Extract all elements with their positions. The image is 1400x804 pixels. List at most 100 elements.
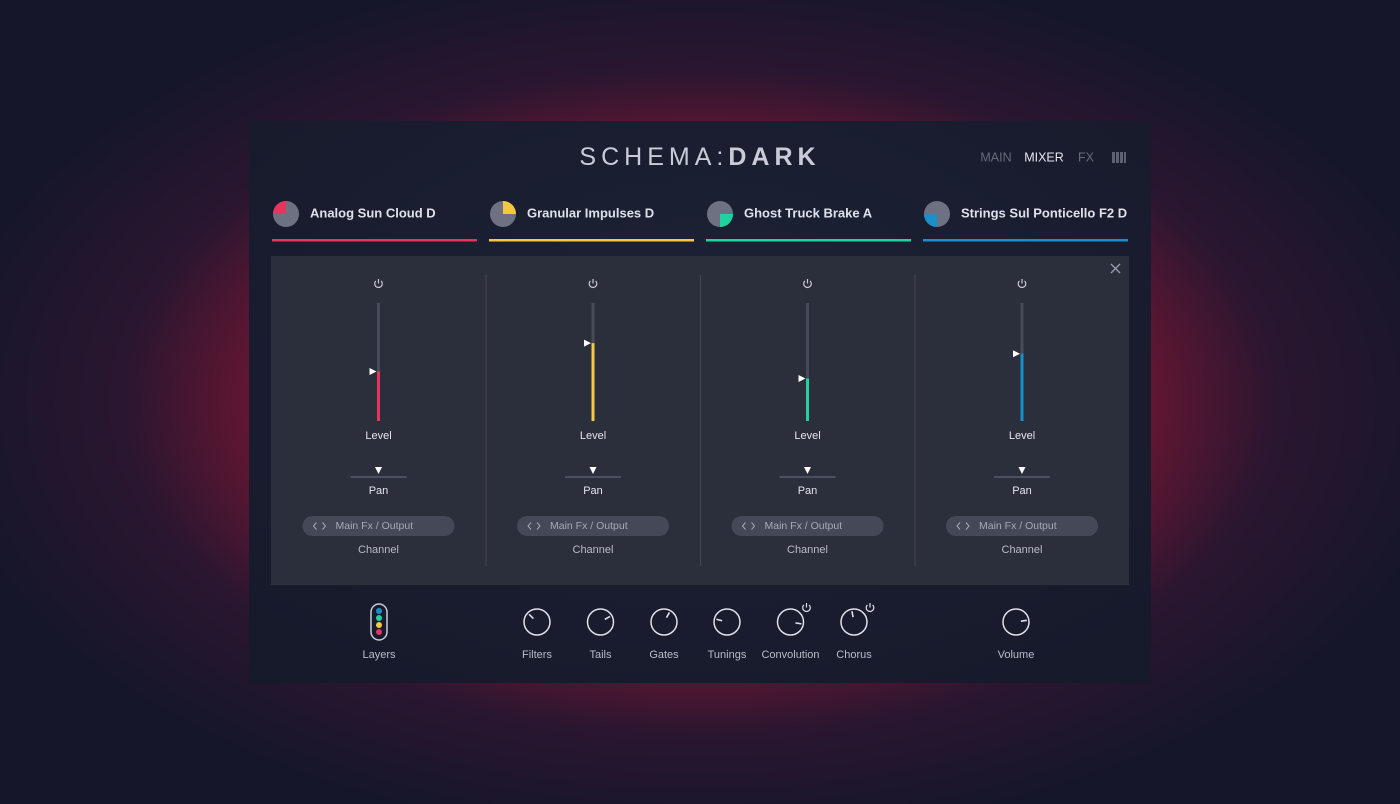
- brand-light: SCHEMA: [579, 143, 716, 171]
- fader-level: [377, 371, 380, 421]
- tab-icon-quarter: [503, 201, 516, 214]
- layer-tab[interactable]: Granular Impulses D: [489, 201, 694, 242]
- layers-label: Layers: [362, 649, 396, 661]
- knob-pointer: [716, 618, 723, 622]
- tab-icon-quarter: [273, 201, 286, 214]
- layer-tab[interactable]: Analog Sun Cloud D: [272, 201, 477, 242]
- power-icon[interactable]: [374, 279, 383, 289]
- knob[interactable]: Convolution: [761, 603, 820, 661]
- tab-underline: [489, 239, 694, 242]
- brand-bold: DARK: [728, 143, 820, 171]
- knob-label: Chorus: [836, 649, 872, 661]
- output-selector[interactable]: Main Fx / Output: [302, 516, 455, 536]
- channel-label: Channel: [787, 544, 828, 556]
- knob[interactable]: Volume: [998, 608, 1035, 661]
- pan-track: [350, 476, 407, 478]
- knob-ring: [523, 608, 551, 636]
- level-label: Level: [794, 430, 820, 442]
- knob-label: Convolution: [761, 649, 819, 661]
- tab-underline: [923, 239, 1128, 242]
- close-button[interactable]: [1110, 263, 1121, 274]
- level-label: Level: [580, 430, 606, 442]
- fader-level: [591, 343, 595, 421]
- pan-track: [994, 476, 1050, 478]
- power-arc: [588, 280, 598, 289]
- output-text: Main Fx / Output: [979, 520, 1057, 532]
- output-selector[interactable]: Main Fx / Output: [517, 516, 669, 536]
- power-arc: [803, 280, 812, 289]
- fader-level: [1020, 353, 1024, 421]
- power-icon[interactable]: [865, 603, 875, 613]
- knob-ring: [650, 608, 678, 636]
- piano-icon[interactable]: [1112, 152, 1126, 163]
- channel-strip: Level Pan Main Fx / Output Channel: [485, 275, 669, 566]
- output-pill: [731, 516, 884, 536]
- layer-tab[interactable]: Ghost Truck Brake A: [706, 201, 911, 242]
- output-text: Main Fx / Output: [336, 520, 414, 532]
- knob[interactable]: Tunings: [708, 608, 747, 661]
- tab-name: Analog Sun Cloud D: [310, 205, 436, 220]
- power-arc: [1017, 280, 1027, 289]
- knobs: Filters Tails Gates Tunings Convolution Choru…: [522, 603, 1034, 661]
- pan-handle[interactable]: [804, 467, 811, 474]
- pan-handle[interactable]: [375, 467, 382, 474]
- pan-label: Pan: [798, 485, 818, 497]
- pan-handle[interactable]: [589, 467, 597, 474]
- output-selector[interactable]: Main Fx / Output: [946, 516, 1098, 536]
- pan-label: Pan: [369, 485, 389, 497]
- output-text: Main Fx / Output: [550, 520, 628, 532]
- fader-handle[interactable]: [369, 367, 377, 375]
- fader-level: [806, 378, 809, 421]
- pan-track: [565, 476, 621, 478]
- fader-track: [806, 303, 809, 421]
- knob[interactable]: Gates: [649, 608, 679, 661]
- tabs: Analog Sun Cloud D Granular Impulses D Gho…: [272, 201, 1128, 242]
- power-icon[interactable]: [802, 603, 811, 613]
- fader-handle[interactable]: [1013, 350, 1020, 358]
- brand-title: SCHEMA:DARK: [579, 143, 820, 171]
- knob[interactable]: Chorus: [836, 603, 875, 661]
- tab-icon-quarter: [720, 214, 733, 227]
- output-pill: [946, 516, 1098, 536]
- level-label: Level: [365, 430, 391, 442]
- tab-name: Ghost Truck Brake A: [744, 205, 873, 220]
- output-text: Main Fx / Output: [765, 520, 843, 532]
- level-label: Level: [1009, 430, 1035, 442]
- tab-name: Strings Sul Ponticello F2 D: [961, 205, 1127, 220]
- pan-handle[interactable]: [1018, 467, 1026, 474]
- knob[interactable]: Filters: [522, 608, 552, 661]
- layer-tab[interactable]: Strings Sul Ponticello F2 D: [923, 201, 1128, 242]
- power-icon[interactable]: [803, 279, 812, 289]
- nav-item[interactable]: FX: [1078, 150, 1095, 164]
- tab-underline: [706, 239, 911, 242]
- power-icon[interactable]: [588, 279, 598, 289]
- output-arrows: [527, 522, 541, 530]
- pan-label: Pan: [583, 485, 603, 497]
- nav-item[interactable]: MAIN: [980, 150, 1011, 164]
- knob-pointer: [604, 615, 611, 621]
- layers-icon[interactable]: [370, 603, 388, 641]
- knob-label: Tails: [589, 649, 612, 661]
- channels: Level Pan Main Fx / Output Channel Level Pan M…: [302, 275, 1098, 566]
- channel-label: Channel: [358, 544, 399, 556]
- nav-item[interactable]: MIXER: [1024, 150, 1064, 164]
- output-selector[interactable]: Main Fx / Output: [731, 516, 884, 536]
- knob-ring: [586, 608, 615, 636]
- output-arrows: [956, 522, 970, 530]
- knob-label: Tunings: [708, 649, 747, 661]
- fader-handle[interactable]: [798, 375, 806, 383]
- knob-pointer: [851, 611, 854, 618]
- tab-underline: [272, 239, 477, 242]
- knob-pointer: [795, 622, 802, 625]
- fader-handle[interactable]: [584, 339, 591, 347]
- nav: MAIN MIXER FX: [980, 150, 1094, 164]
- output-arrows: [312, 522, 327, 530]
- knob-ring: [776, 608, 805, 636]
- knob-label: Filters: [522, 649, 552, 661]
- knob[interactable]: Tails: [586, 608, 615, 661]
- knob-pointer: [528, 613, 534, 620]
- pan-label: Pan: [1012, 485, 1032, 497]
- power-arc: [865, 604, 875, 613]
- power-icon[interactable]: [1017, 279, 1027, 289]
